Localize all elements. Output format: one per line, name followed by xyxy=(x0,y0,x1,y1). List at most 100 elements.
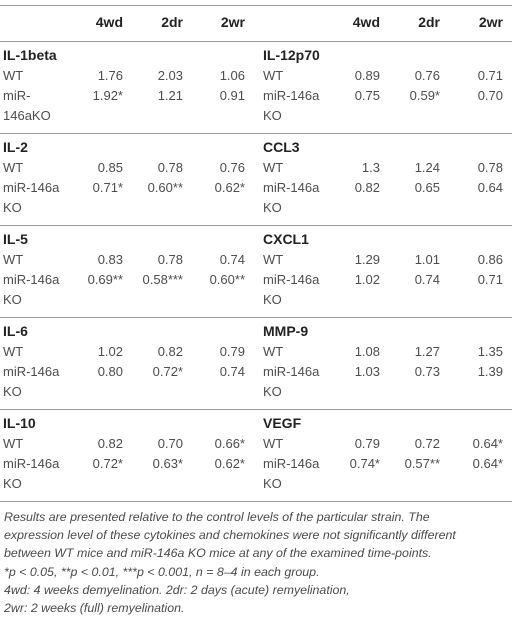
row-label: miR-146a xyxy=(263,364,320,379)
header-rule xyxy=(0,41,512,42)
table-cell-value: 0.74 xyxy=(219,252,245,267)
cytokine-name: IL-12p70 xyxy=(263,47,320,63)
row-label: WT xyxy=(263,252,284,267)
table-cell-value: 0.91 xyxy=(219,88,245,103)
row-label: KO xyxy=(263,292,282,307)
table-cell-value: 0.72* xyxy=(152,364,183,379)
table-cell-value: 1.08 xyxy=(354,344,380,359)
table-cell-value: 1.27 xyxy=(414,344,440,359)
table-top-rule xyxy=(0,5,512,6)
table-cell-value: 0.65 xyxy=(414,180,440,195)
table-cell-value: 1.24 xyxy=(414,160,440,175)
column-header: 2dr xyxy=(161,14,183,30)
table-cell-value: 0.64* xyxy=(472,456,503,471)
row-label: WT xyxy=(3,252,24,267)
cytokine-name: CCL3 xyxy=(263,139,300,155)
row-label: KO xyxy=(263,200,282,215)
footnote-line: between WT mice and miR-146a KO mice at … xyxy=(4,546,432,561)
table-cell-value: 0.69** xyxy=(87,272,123,287)
row-label: miR-146a xyxy=(3,272,60,287)
footnote-line: 2wr: 2 weeks (full) remyelination. xyxy=(4,601,185,615)
row-label: miR-146a xyxy=(3,180,60,195)
row-label: KO xyxy=(3,292,22,307)
group-rule xyxy=(0,225,512,226)
table-cell-value: 0.79 xyxy=(219,344,245,359)
cytokine-name: IL-2 xyxy=(3,139,28,155)
table-cell-value: 0.78 xyxy=(157,252,183,267)
group-rule xyxy=(0,133,512,134)
footnote-line: 4wd: 4 weeks demyelination. 2dr: 2 days … xyxy=(4,582,350,597)
table-cell-value: 0.74 xyxy=(414,272,440,287)
table-cell-value: 0.76 xyxy=(414,68,440,83)
footnote-line: Results are presented relative to the co… xyxy=(4,510,430,524)
footnote-line: expression level of these cytokines and … xyxy=(4,528,456,543)
table-cell-value: 0.89 xyxy=(354,68,380,83)
table-cell-value: 0.59* xyxy=(409,88,440,103)
table-cell-value: 0.78 xyxy=(157,160,183,175)
table-cell-value: 0.71 xyxy=(477,68,503,83)
table-cell-value: 0.82 xyxy=(157,344,183,359)
table-cell-value: 1.35 xyxy=(477,344,503,359)
column-header: 4wd xyxy=(95,14,123,30)
table-cell-value: 0.82 xyxy=(97,436,123,451)
table-cell-value: 0.73 xyxy=(414,364,440,379)
table-cell-value: 0.78 xyxy=(477,160,503,175)
table-cell-value: 0.60** xyxy=(209,272,245,287)
group-rule xyxy=(0,409,512,410)
row-label: WT xyxy=(3,68,24,83)
table-cell-value: 0.57** xyxy=(404,456,440,471)
row-label: WT xyxy=(263,68,284,83)
table-cell-value: 0.82 xyxy=(354,180,380,195)
column-header: 2dr xyxy=(418,14,440,30)
table-cell-value: 0.70 xyxy=(157,436,183,451)
table-cell-value: 0.74 xyxy=(219,364,245,379)
footnote-line: *p < 0.05, **p < 0.01, ***p < 0.001, n =… xyxy=(4,564,320,579)
cytokine-name: MMP-9 xyxy=(263,323,309,339)
table-cell-value: 1.02 xyxy=(97,344,123,359)
row-label: miR-146a xyxy=(3,456,60,471)
table-cell-value: 0.63* xyxy=(152,456,183,471)
table-cell-value: 0.60** xyxy=(147,180,183,195)
row-label: KO xyxy=(263,108,282,123)
row-label: KO xyxy=(3,384,22,399)
row-label: miR-146a xyxy=(263,272,320,287)
table-cell-value: 0.80 xyxy=(97,364,123,379)
row-label: WT xyxy=(263,436,284,451)
row-label: 146aKO xyxy=(3,108,51,123)
table-cell-value: 0.64* xyxy=(472,436,503,451)
cytokine-name: IL-5 xyxy=(3,231,28,247)
row-label: miR-146a xyxy=(263,180,320,195)
table-cell-value: 0.71* xyxy=(92,180,123,195)
row-label: miR-146a xyxy=(263,88,320,103)
row-label: miR- xyxy=(3,88,31,103)
table-cell-value: 1.06 xyxy=(219,68,245,83)
table-cell-value: 0.70 xyxy=(477,88,503,103)
table-cell-value: 0.58*** xyxy=(142,272,183,287)
table-cell-value: 0.72* xyxy=(92,456,123,471)
column-header: 2wr xyxy=(478,14,503,30)
cytokine-name: IL-1beta xyxy=(3,47,57,63)
table-cell-value: 1.29 xyxy=(354,252,380,267)
table-cell-value: 0.62* xyxy=(214,456,245,471)
table-cell-value: 0.74* xyxy=(349,456,380,471)
table-cell-value: 0.72 xyxy=(414,436,440,451)
table-cell-value: 0.79 xyxy=(354,436,380,451)
table-cell-value: 1.03 xyxy=(354,364,380,379)
table-cell-value: 1.39 xyxy=(477,364,503,379)
table-cell-value: 1.21 xyxy=(157,88,183,103)
column-header: 2wr xyxy=(220,14,245,30)
cytokine-name: IL-10 xyxy=(3,415,36,431)
column-header: 4wd xyxy=(352,14,380,30)
table-cell-value: 0.86 xyxy=(477,252,503,267)
row-label: WT xyxy=(3,436,24,451)
table-cell-value: 0.71 xyxy=(477,272,503,287)
table-cell-value: 2.03 xyxy=(157,68,183,83)
cytokine-name: VEGF xyxy=(263,415,302,431)
table-cell-value: 0.64 xyxy=(477,180,503,195)
cytokine-name: IL-6 xyxy=(3,323,28,339)
row-label: KO xyxy=(263,476,282,491)
table-cell-value: 0.62* xyxy=(214,180,245,195)
row-label: WT xyxy=(263,344,284,359)
table-cell-value: 0.75 xyxy=(354,88,380,103)
row-label: WT xyxy=(3,160,24,175)
